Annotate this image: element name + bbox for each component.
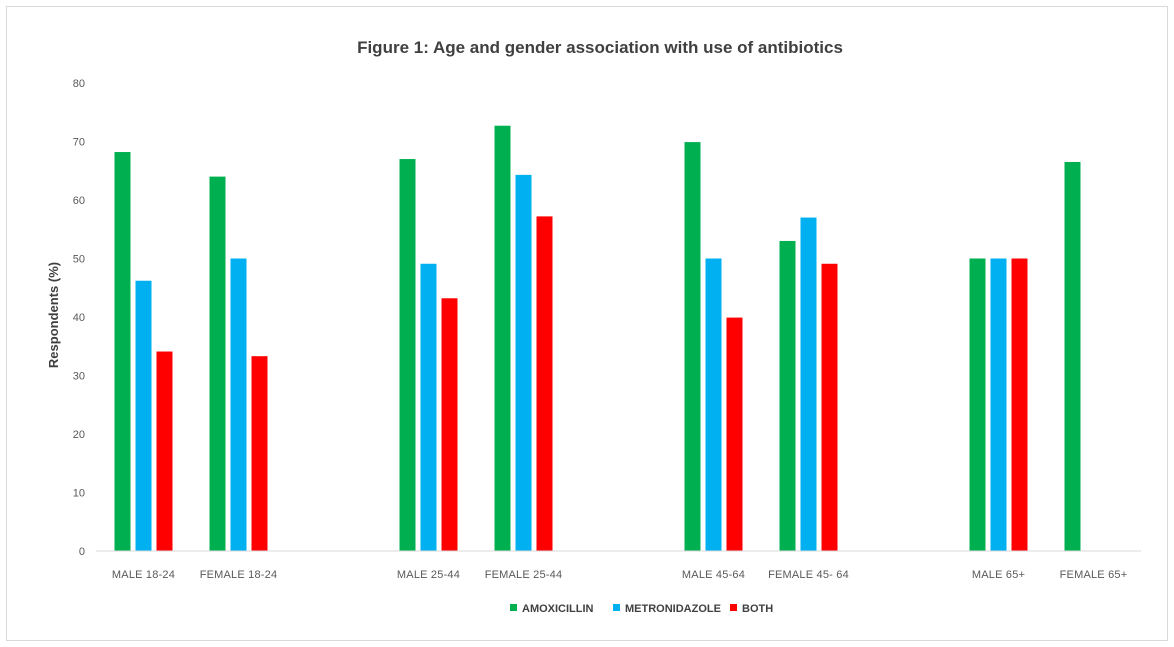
y-tick-label: 30 — [73, 371, 85, 383]
y-tick-label: 40 — [73, 312, 85, 324]
y-tick-label: 10 — [73, 488, 85, 500]
legend-label-metronidazole: METRONIDAZOLE — [625, 603, 721, 615]
y-tick-label: 60 — [73, 195, 85, 207]
x-tick-label: MALE 45-64 — [682, 569, 745, 581]
x-tick-label: FEMALE 18-24 — [200, 569, 278, 581]
bar-amoxicillin-1 — [209, 176, 226, 551]
bar-both-0 — [156, 351, 173, 551]
bar-both-4 — [536, 216, 553, 551]
bar-amoxicillin-6 — [684, 142, 701, 551]
bars — [114, 125, 1081, 552]
bar-metronidazole-9 — [990, 258, 1007, 551]
x-tick-label: FEMALE 45- 64 — [768, 569, 849, 581]
bar-metronidazole-7 — [800, 217, 817, 552]
bar-metronidazole-3 — [420, 263, 437, 551]
y-axis-label: Respondents (%) — [46, 262, 61, 368]
bar-amoxicillin-10 — [1064, 161, 1081, 551]
bar-both-7 — [821, 263, 838, 551]
bar-metronidazole-1 — [230, 258, 247, 551]
x-tick-label: MALE 18-24 — [112, 569, 175, 581]
y-tick-label: 80 — [73, 78, 85, 90]
x-tick-label: MALE 25-44 — [397, 569, 460, 581]
y-tick-label: 70 — [73, 137, 85, 149]
bar-amoxicillin-9 — [969, 258, 986, 551]
x-tick-label: FEMALE 65+ — [1060, 569, 1128, 581]
legend-swatch-both — [730, 604, 737, 611]
bar-amoxicillin-4 — [494, 125, 511, 551]
bar-both-6 — [726, 317, 743, 551]
x-tick-label: FEMALE 25-44 — [485, 569, 563, 581]
chart-title: Figure 1: Age and gender association wit… — [357, 38, 843, 57]
legend-swatch-amoxicillin — [510, 604, 517, 611]
legend-label-both: BOTH — [742, 603, 773, 615]
bar-amoxicillin-0 — [114, 152, 131, 551]
x-axis-labels: MALE 18-24 FEMALE 18-24 MALE 25-44 FEMALE 2… — [112, 569, 1127, 581]
y-tick-label: 0 — [79, 546, 85, 558]
bar-metronidazole-4 — [515, 174, 532, 551]
legend: AMOXICILLIN METRONIDAZOLE BOTH — [510, 603, 773, 615]
bar-amoxicillin-7 — [779, 240, 796, 551]
legend-swatch-metronidazole — [613, 604, 620, 611]
y-tick-label: 50 — [73, 254, 85, 266]
bar-amoxicillin-3 — [399, 159, 416, 552]
bar-metronidazole-6 — [705, 258, 722, 551]
bar-both-3 — [441, 298, 458, 551]
bar-both-9 — [1011, 258, 1028, 551]
x-tick-label: MALE 65+ — [972, 569, 1025, 581]
y-tick-label: 20 — [73, 429, 85, 441]
y-axis-ticks: 0 10 20 30 40 50 60 70 80 — [73, 78, 85, 558]
bar-both-1 — [251, 356, 268, 551]
legend-label-amoxicillin: AMOXICILLIN — [522, 603, 594, 615]
bar-metronidazole-0 — [135, 280, 152, 551]
